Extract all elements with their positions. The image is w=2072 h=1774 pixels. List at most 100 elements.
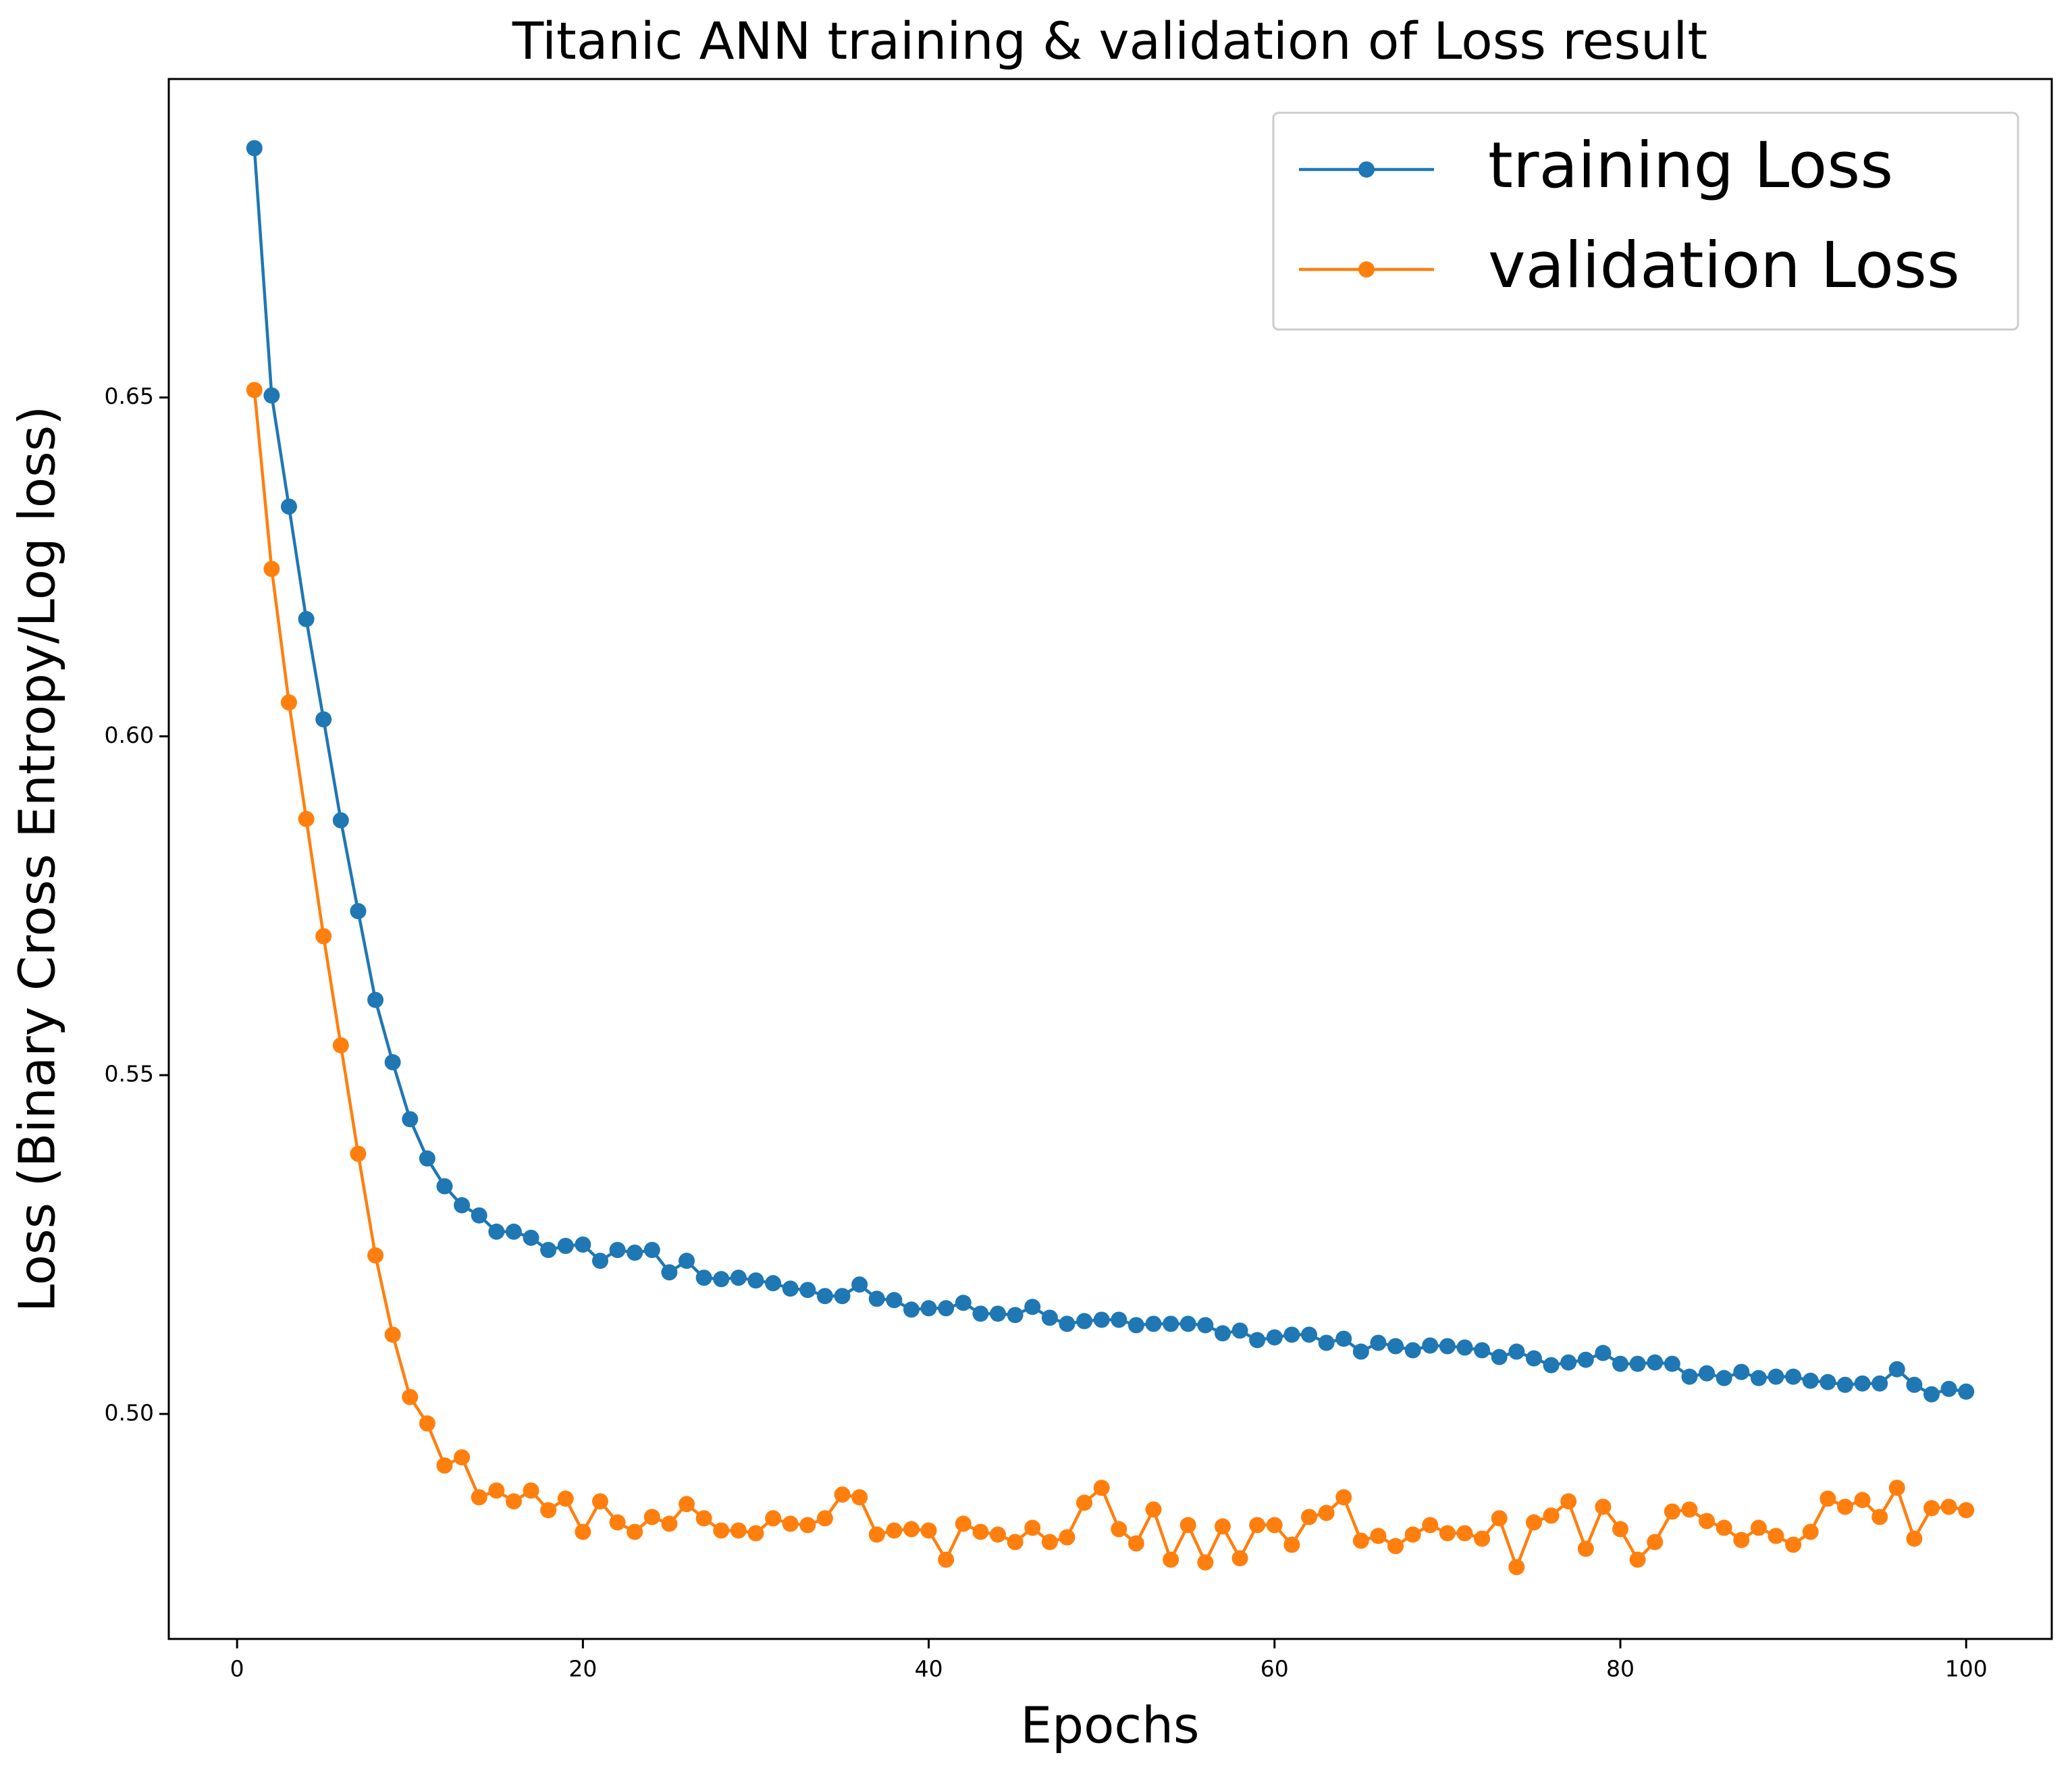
data-point xyxy=(1888,1480,1905,1496)
data-point xyxy=(609,1242,626,1259)
data-point xyxy=(816,1288,833,1305)
data-point xyxy=(384,1054,401,1071)
data-point xyxy=(886,1522,903,1539)
data-point xyxy=(315,928,332,945)
data-point xyxy=(1059,1315,1075,1332)
data-point xyxy=(367,1247,384,1264)
data-point xyxy=(540,1242,557,1259)
x-tick-label: 80 xyxy=(1606,1656,1635,1682)
data-point xyxy=(1076,1313,1093,1330)
data-point xyxy=(747,1272,764,1289)
data-point xyxy=(679,1496,695,1513)
data-point xyxy=(1612,1521,1629,1538)
data-point xyxy=(1871,1509,1888,1525)
data-point xyxy=(1940,1498,1957,1515)
x-axis-label: Epochs xyxy=(1020,1697,1199,1755)
data-point xyxy=(972,1305,989,1322)
data-point xyxy=(1802,1523,1819,1540)
data-point xyxy=(1249,1332,1266,1349)
chart-title: Titanic ANN training & validation of Los… xyxy=(512,11,1707,71)
data-point xyxy=(1318,1334,1335,1351)
data-point xyxy=(1370,1528,1387,1544)
data-point xyxy=(955,1515,972,1532)
data-point xyxy=(591,1253,608,1270)
data-point xyxy=(1163,1551,1179,1568)
data-point xyxy=(1888,1361,1905,1378)
data-point xyxy=(246,140,263,157)
data-point xyxy=(1560,1354,1577,1371)
data-point xyxy=(402,1111,419,1128)
data-point xyxy=(920,1300,937,1317)
data-point xyxy=(384,1326,401,1343)
data-point xyxy=(1577,1540,1594,1557)
data-point xyxy=(938,1551,955,1568)
data-point xyxy=(1214,1325,1231,1342)
data-point xyxy=(851,1276,868,1293)
data-point xyxy=(1387,1338,1404,1355)
data-point xyxy=(1733,1532,1750,1548)
data-point xyxy=(557,1237,574,1254)
data-point xyxy=(540,1502,557,1519)
data-point xyxy=(1716,1519,1732,1536)
data-point xyxy=(955,1295,972,1311)
data-point xyxy=(747,1525,764,1542)
x-tick-label: 60 xyxy=(1260,1656,1289,1682)
data-point xyxy=(1750,1519,1767,1536)
data-point xyxy=(1266,1329,1283,1346)
data-point xyxy=(1802,1372,1819,1389)
data-point xyxy=(1923,1386,1940,1403)
data-point xyxy=(332,812,349,829)
data-point xyxy=(765,1510,782,1527)
data-point xyxy=(679,1253,695,1270)
data-point xyxy=(1647,1534,1664,1550)
data-point xyxy=(263,560,280,577)
data-point xyxy=(1577,1351,1594,1368)
data-point xyxy=(557,1490,574,1507)
data-point xyxy=(1508,1343,1525,1360)
data-point xyxy=(1007,1534,1024,1550)
data-point xyxy=(523,1229,539,1246)
data-point xyxy=(1179,1315,1196,1332)
data-point xyxy=(332,1037,349,1053)
data-point xyxy=(591,1493,608,1510)
data-point xyxy=(1716,1369,1732,1386)
data-point xyxy=(350,1145,367,1162)
data-point xyxy=(627,1523,643,1540)
data-point xyxy=(1906,1376,1923,1393)
data-point xyxy=(1352,1532,1369,1549)
data-point xyxy=(1231,1550,1248,1567)
data-point xyxy=(1595,1498,1612,1515)
y-tick-label: 0.60 xyxy=(105,722,154,748)
data-point xyxy=(1249,1517,1266,1534)
data-point xyxy=(1439,1338,1456,1355)
legend-label: validation Loss xyxy=(1488,229,1960,303)
data-point xyxy=(713,1522,730,1539)
data-point xyxy=(1819,1490,1836,1507)
data-point xyxy=(886,1292,903,1309)
data-point xyxy=(246,382,263,398)
data-point xyxy=(298,610,315,627)
x-tick-label: 20 xyxy=(568,1656,597,1682)
legend-label: training Loss xyxy=(1488,129,1893,203)
data-point xyxy=(799,1517,816,1534)
data-point xyxy=(799,1282,816,1299)
data-point xyxy=(454,1449,471,1466)
data-point xyxy=(505,1493,522,1510)
data-point xyxy=(1127,1317,1144,1334)
data-point xyxy=(1629,1355,1646,1372)
data-point xyxy=(1647,1354,1664,1371)
data-point xyxy=(1266,1517,1283,1534)
data-point xyxy=(661,1264,678,1281)
data-point xyxy=(920,1522,937,1539)
data-point xyxy=(523,1482,539,1499)
data-point xyxy=(1145,1501,1162,1518)
data-point xyxy=(436,1178,453,1195)
data-point xyxy=(1404,1526,1421,1543)
data-point xyxy=(695,1270,712,1286)
data-point xyxy=(1836,1498,1853,1515)
data-point xyxy=(1699,1365,1716,1382)
data-point xyxy=(1785,1536,1802,1553)
data-point xyxy=(730,1270,747,1286)
x-tick-label: 40 xyxy=(915,1656,943,1682)
